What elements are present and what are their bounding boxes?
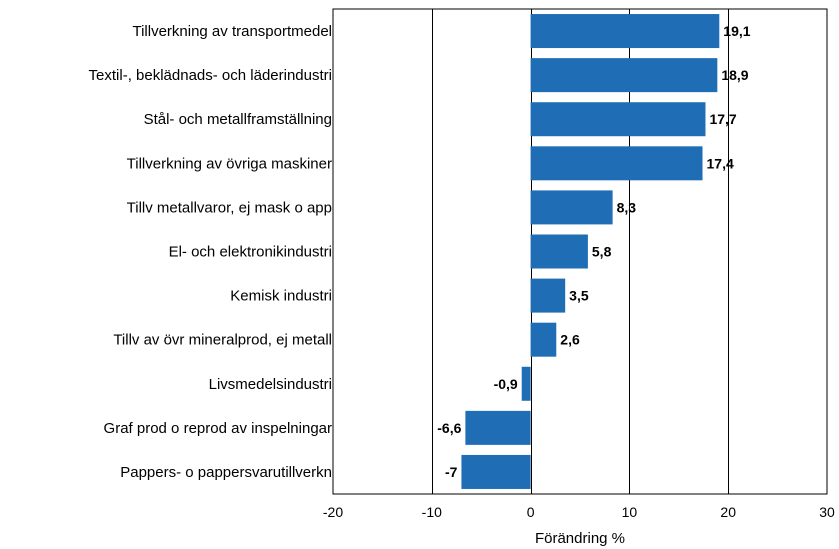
value-labels: 19,1 18,9 17,7 17,4 8,3 5,8 3,5 2,6 -0,9 -6,6 -7	[437, 23, 751, 480]
x-tick-label: 10	[622, 504, 638, 520]
category-label: Tillv metallvaror, ej mask o app	[127, 199, 332, 216]
bar	[530, 234, 588, 269]
value-label: 18,9	[721, 67, 748, 83]
category-label: Livsmedelsindustri	[209, 376, 332, 393]
category-label: El- och elektronikindustri	[169, 244, 332, 261]
x-tick-label: 20	[720, 504, 736, 520]
bar	[530, 58, 718, 93]
bar	[530, 190, 613, 225]
category-label: Graf prod o reprod av inspelningar	[104, 420, 332, 437]
x-tick-label: -10	[422, 504, 442, 520]
value-label: 5,8	[592, 244, 612, 260]
category-label: Tillverkning av övriga maskiner	[127, 155, 332, 172]
bar	[530, 146, 703, 181]
bar	[530, 102, 706, 137]
value-label: 17,4	[707, 155, 734, 171]
value-label: -0,9	[494, 376, 518, 392]
x-axis-title: Förändring %	[535, 530, 625, 547]
value-label: -7	[445, 464, 458, 480]
x-tick-label: -20	[323, 504, 343, 520]
bar	[465, 410, 531, 445]
category-label: Pappers- o pappersvarutillverkn	[120, 464, 332, 481]
value-label: 17,7	[709, 111, 736, 127]
category-label: Tillverkning av transportmedel	[132, 23, 332, 40]
bar	[461, 454, 531, 489]
value-label: 2,6	[560, 332, 580, 348]
category-label: Stål- och metallframställning	[144, 111, 332, 128]
value-label: 19,1	[723, 23, 750, 39]
category-label: Textil-, beklädnads- och läderindustri	[89, 67, 332, 84]
x-tick-label: 0	[527, 504, 535, 520]
category-label: Tillv av övr mineralprod, ej metall	[113, 332, 332, 349]
bar	[530, 278, 566, 313]
value-label: 8,3	[617, 199, 637, 215]
bars	[461, 14, 720, 489]
x-tick-label: 30	[819, 504, 835, 520]
plot-frame	[332, 8, 828, 495]
bar	[530, 14, 720, 49]
value-label: 3,5	[569, 288, 589, 304]
bar	[530, 322, 557, 357]
value-label: -6,6	[437, 420, 461, 436]
category-labels: Tillverkning av transportmedel Textil-, b…	[89, 23, 332, 481]
bar	[521, 366, 531, 401]
x-tick-labels: -20 -10 0 10 20 30	[323, 504, 835, 520]
category-label: Kemisk industri	[230, 288, 332, 305]
